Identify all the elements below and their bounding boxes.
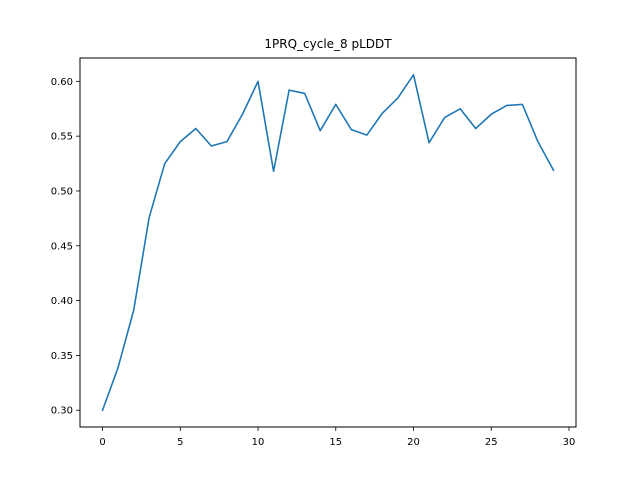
y-tick-label: 0.60	[51, 77, 73, 88]
y-tick-label: 0.35	[51, 351, 73, 362]
x-tick-label: 25	[485, 437, 498, 448]
series-line	[101, 73, 555, 412]
y-tick-label: 0.30	[51, 406, 73, 417]
y-tick-label: 0.55	[51, 132, 73, 143]
plot-area	[79, 57, 577, 428]
x-tick-label: 10	[252, 437, 265, 448]
y-tick-label: 0.40	[51, 296, 73, 307]
x-axis: 0 5 10 15 20 25 30	[99, 427, 575, 448]
y-tick-label: 0.45	[51, 241, 73, 252]
x-tick-label: 20	[407, 437, 420, 448]
x-tick-label: 30	[563, 437, 576, 448]
y-axis: 0.30 0.35 0.40 0.45 0.50 0.55 0.60	[51, 77, 80, 417]
x-tick-label: 15	[329, 437, 342, 448]
chart-title: 1PRQ_cycle_8 pLDDT	[264, 37, 392, 51]
y-tick-label: 0.50	[51, 186, 73, 197]
x-tick-label: 5	[177, 437, 183, 448]
x-tick-label: 0	[99, 437, 105, 448]
